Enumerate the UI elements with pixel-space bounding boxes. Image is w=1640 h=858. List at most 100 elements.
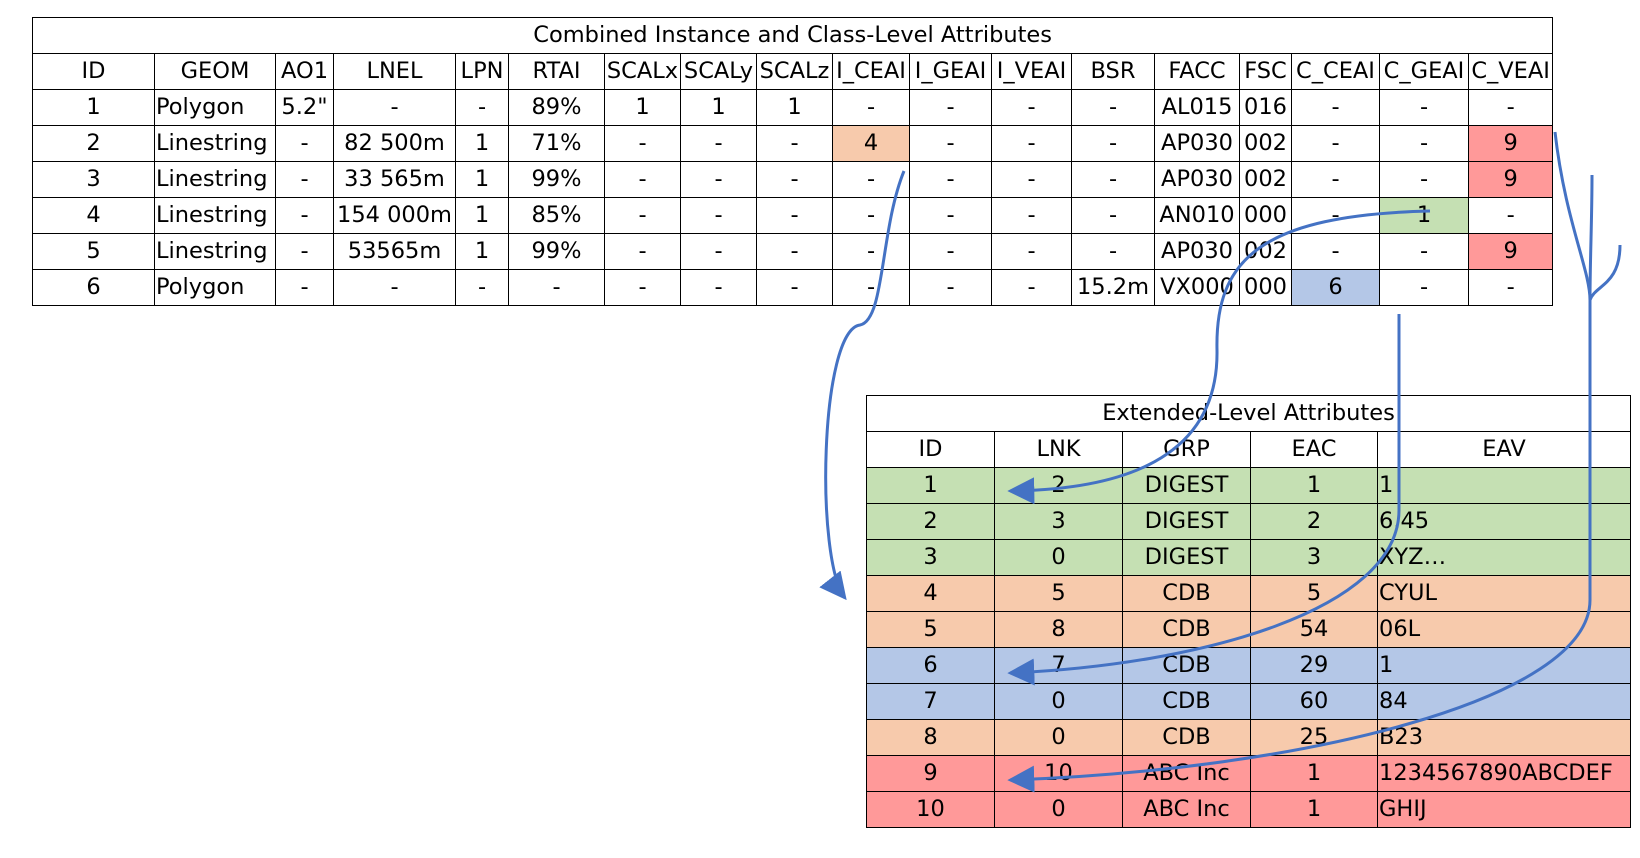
cell-lnel: - (333, 89, 456, 126)
ext-cell-id: 2 (866, 503, 995, 540)
ext-cell-grp: CDB (1122, 683, 1251, 720)
cell-fsc: 000 (1239, 269, 1292, 306)
cell-scaly: - (680, 233, 757, 270)
cell-id: 3 (32, 161, 155, 198)
ext-cell-eav: 84 (1376, 683, 1632, 720)
cell-fsc: 016 (1239, 89, 1292, 126)
ext-cell-lnk: 0 (994, 791, 1123, 828)
cell-geom: Polygon (154, 269, 276, 306)
header-geom: GEOM (154, 53, 276, 90)
cell-ao1: - (275, 125, 334, 162)
cell-facc: AP030 (1154, 125, 1240, 162)
cell-c-veai: 9 (1467, 161, 1554, 198)
cell-geom: Linestring (154, 125, 276, 162)
cell-rtai: 99% (508, 233, 605, 270)
cell-rtai: 99% (508, 161, 605, 198)
header-i-ceai: I_CEAI (832, 53, 910, 90)
ext-cell-grp: DIGEST (1122, 503, 1251, 540)
cell-bsr: 15.2m (1071, 269, 1155, 306)
ext-cell-lnk: 0 (994, 719, 1123, 756)
ext-cell-lnk: 0 (994, 683, 1123, 720)
ext-cell-lnk: 8 (994, 611, 1123, 648)
header-c-veai: C_VEAI (1467, 53, 1554, 90)
ext-cell-eav: XYZ… (1376, 539, 1632, 576)
cell-scalx: - (604, 197, 681, 234)
ext-cell-grp: ABC Inc (1122, 755, 1251, 792)
cell-scalx: - (604, 269, 681, 306)
cell-scalz: - (756, 161, 833, 198)
cell-scalz: - (756, 233, 833, 270)
cell-i-veai: - (991, 197, 1072, 234)
table-row: 4 Linestring -154 000m 1 85% - - - - - - - AN010 000-… (32, 197, 1554, 234)
cell-c-veai: 9 (1467, 233, 1554, 270)
cell-c-geai: - (1379, 269, 1469, 306)
ext-cell-id: 1 (866, 467, 995, 504)
ext-cell-eac: 29 (1250, 647, 1378, 684)
table-row: 5 Linestring -53565m 1 99% - - - - - - - AP030 002- -9 (32, 233, 1554, 270)
ext-cell-eav: 06L (1376, 611, 1632, 648)
cell-i-geai: - (909, 197, 992, 234)
cell-bsr: - (1071, 89, 1155, 126)
cell-fsc: 002 (1239, 125, 1292, 162)
table-row: 6 Polygon - - - - - - - - - -15.2m VX000 000 6- - (32, 269, 1554, 306)
ext-cell-lnk: 5 (994, 575, 1123, 612)
cell-c-ceai: - (1291, 161, 1380, 198)
ext-table-row: 5 8 CDB 54 06L (866, 611, 1632, 648)
ext-table-row: 2 3 DIGEST 2 6.45 (866, 503, 1632, 540)
cell-ao1: 5.2" (275, 89, 334, 126)
cell-i-ceai: 4 (832, 125, 910, 162)
cell-fsc: 002 (1239, 161, 1292, 198)
cell-i-veai: - (991, 161, 1072, 198)
combined-attributes-table: Combined Instance and Class-Level Attrib… (31, 17, 1554, 306)
ext-cell-grp: DIGEST (1122, 539, 1251, 576)
cell-i-geai: - (909, 125, 992, 162)
cell-fsc: 002 (1239, 233, 1292, 270)
cell-i-veai: - (991, 269, 1072, 306)
ext-cell-eac: 2 (1250, 503, 1378, 540)
cell-geom: Linestring (154, 161, 276, 198)
ext-cell-grp: CDB (1122, 719, 1251, 756)
cell-lpn: 1 (455, 197, 509, 234)
cell-i-geai: - (909, 269, 992, 306)
cell-scaly: 1 (680, 89, 757, 126)
cell-c-geai: - (1379, 233, 1469, 270)
ext-cell-eac: 3 (1250, 539, 1378, 576)
cell-ao1: - (275, 161, 334, 198)
cell-lpn: 1 (455, 125, 509, 162)
arrow-cveai-row2 (1553, 131, 1592, 301)
cell-rtai: 71% (508, 125, 605, 162)
ext-header-eav: EAV (1376, 431, 1632, 468)
cell-c-veai: - (1467, 89, 1554, 126)
cell-bsr: - (1071, 197, 1155, 234)
ext-cell-eav: 6.45 (1376, 503, 1632, 540)
cell-rtai: 89% (508, 89, 605, 126)
ext-cell-eac: 25 (1250, 719, 1378, 756)
ext-cell-eac: 1 (1250, 791, 1378, 828)
cell-c-geai: - (1379, 125, 1469, 162)
ext-cell-id: 6 (866, 647, 995, 684)
ext-cell-lnk: 3 (994, 503, 1123, 540)
cell-lpn: 1 (455, 161, 509, 198)
ext-cell-id: 4 (866, 575, 995, 612)
ext-cell-lnk: 2 (994, 467, 1123, 504)
header-i-geai: I_GEAI (909, 53, 992, 90)
ext-table-title: Extended-Level Attributes (865, 395, 1632, 432)
cell-i-veai: - (991, 233, 1072, 270)
ext-cell-grp: CDB (1122, 575, 1251, 612)
ext-table-row: 7 0 CDB 60 84 (866, 683, 1632, 720)
ext-cell-eav: B23 (1376, 719, 1632, 756)
cell-scalz: - (756, 125, 833, 162)
cell-ao1: - (275, 197, 334, 234)
ext-table-row: 10 0 ABC Inc 1 GHIJ (866, 791, 1632, 828)
ext-table-row: 6 7 CDB 29 1 (866, 647, 1632, 684)
cell-scalx: - (604, 161, 681, 198)
ext-cell-eav: GHIJ (1376, 791, 1632, 828)
cell-ao1: - (275, 233, 334, 270)
header-scalz: SCALz (756, 53, 833, 90)
cell-ao1: - (275, 269, 334, 306)
arrow-cveai-row3 (1588, 174, 1594, 301)
ext-cell-lnk: 0 (994, 539, 1123, 576)
cell-scalx: - (604, 233, 681, 270)
ext-cell-id: 9 (866, 755, 995, 792)
cell-facc: AP030 (1154, 233, 1240, 270)
